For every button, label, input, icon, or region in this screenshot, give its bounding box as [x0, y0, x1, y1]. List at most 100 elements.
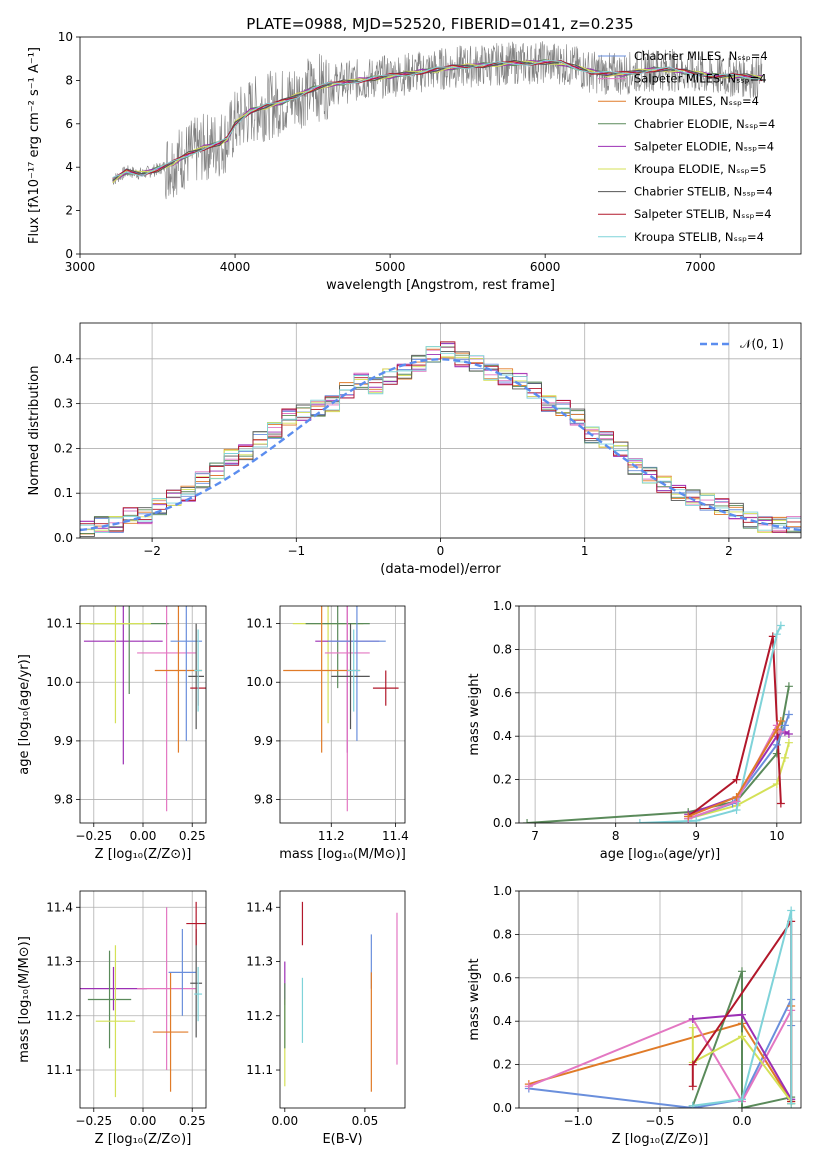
y-tick-label: 0.4 [54, 352, 73, 366]
weight-marker [780, 721, 789, 730]
weight-marker [772, 740, 781, 749]
weight-marker [776, 727, 785, 736]
weight-marker [732, 792, 741, 801]
y-tick-label: 0.2 [493, 1058, 512, 1072]
error-bar-point [347, 629, 361, 712]
error-bar-point [324, 606, 370, 812]
weight-marker [737, 967, 746, 976]
y-tick-label: 0.6 [493, 971, 512, 985]
y-tick-label: 11.3 [46, 955, 73, 969]
weight-marker [688, 1082, 697, 1091]
x-tick-label: 10 [769, 829, 784, 843]
y-tick-label: 11.4 [46, 900, 73, 914]
weight-marker [784, 682, 793, 691]
y-tick-label: 10.1 [246, 617, 273, 631]
x-axis-label: age [log₁₀(age/yr)] [600, 847, 721, 862]
error-bar-point [186, 901, 206, 946]
error-bar-point [95, 945, 136, 1098]
y-tick-label: 10.0 [246, 675, 273, 689]
y-tick-label: 2 [65, 204, 73, 218]
error-bar-point [194, 629, 203, 712]
x-tick-label: 11.2 [318, 829, 345, 843]
weight-marker [772, 630, 781, 639]
weight-marker [732, 775, 741, 784]
y-tick-label: 4 [65, 160, 73, 174]
axes-frame [518, 890, 802, 1109]
legend-label: Kroupa MILES, Nₛₛₚ=4 [634, 94, 759, 108]
legend-label: Salpeter MILES, Nₛₛₚ=4 [634, 72, 767, 86]
y-tick-label: 6 [65, 117, 73, 131]
y-tick-label: 10 [58, 30, 73, 44]
y-tick-label: 0.4 [493, 1014, 512, 1028]
y-tick-label: 11.1 [46, 1063, 73, 1077]
y-tick-label: 0.8 [493, 642, 512, 656]
axes-frame [79, 322, 802, 539]
error-bar-point [331, 623, 370, 730]
panel-6: −0.25 0.00 0.25 11.1 11.2 11.3 11.4 Z [log₁₀(Z/… [17, 890, 207, 1147]
weight-marker [692, 816, 701, 823]
legend-label: 𝒩(0, 1) [740, 337, 784, 351]
weight-marker [635, 819, 644, 823]
legend-label: Salpeter ELODIE, Nₛₛₚ=4 [634, 139, 774, 153]
x-axis-label: wavelength [Angstrom, rest frame] [326, 278, 555, 293]
y-tick-label: 0.3 [54, 397, 73, 411]
x-tick-label: −0.25 [75, 829, 112, 843]
residual-histogram [80, 346, 801, 533]
y-tick-label: 9.9 [54, 734, 73, 748]
weight-marker [737, 1095, 746, 1104]
x-tick-label: 11.4 [382, 829, 409, 843]
y-tick-label: 0.4 [493, 729, 512, 743]
legend-label: Chabrier MILES, Nₛₛₚ=4 [634, 49, 768, 63]
x-tick-label: 0 [437, 544, 445, 558]
weight-marker [523, 819, 532, 823]
weight-marker [776, 799, 785, 808]
plot-area [523, 621, 793, 823]
x-tick-label: 0.25 [179, 1114, 206, 1128]
x-tick-label: 8 [612, 829, 620, 843]
gaussian-curve [80, 358, 801, 532]
y-tick-label: 0.0 [493, 816, 512, 830]
weight-marker [776, 717, 785, 726]
weight-marker [688, 1015, 697, 1024]
weight-marker [737, 1010, 746, 1019]
y-tick-label: 11.1 [246, 1063, 273, 1077]
weight-marker [688, 1060, 697, 1069]
y-tick-label: 11.2 [46, 1009, 73, 1023]
weight-marker [787, 906, 796, 915]
legend-label: Kroupa STELIB, Nₛₛₚ=4 [634, 230, 764, 244]
weight-series [687, 636, 782, 818]
y-tick-label: 1.0 [493, 884, 512, 898]
y-axis-label: mass weight [467, 673, 482, 755]
error-bar-point [137, 907, 197, 1071]
weight-marker [784, 738, 793, 747]
x-tick-label: 4000 [220, 260, 251, 274]
x-tick-label: 7 [531, 829, 539, 843]
axes-frame [79, 36, 802, 255]
x-tick-label: 0.00 [271, 1114, 298, 1128]
axes-frame [279, 890, 406, 1109]
weight-marker [776, 621, 785, 630]
plot-area [112, 41, 763, 200]
panel-8: −1.0 −0.5 0.0 0.0 0.2 0.4 0.6 0.8 1.0 Z [log₁₀(Z/… [467, 884, 802, 1147]
panel-7: 0.00 0.05 11.1 11.2 11.3 11.4 E(B-V) [246, 890, 406, 1147]
model-line [112, 59, 763, 179]
y-tick-label: 1.0 [493, 599, 512, 613]
x-tick-label: 7000 [685, 260, 716, 274]
legend-label: Salpeter STELIB, Nₛₛₚ=4 [634, 207, 772, 221]
y-tick-label: 0 [65, 247, 73, 261]
weight-marker [784, 730, 793, 739]
y-tick-label: 0.0 [493, 1101, 512, 1115]
x-tick-label: 6000 [530, 260, 561, 274]
weight-marker [688, 1023, 697, 1032]
weight-marker [688, 1101, 697, 1108]
chart-title: PLATE=0988, MJD=52520, FIBERID=0141, z=0… [246, 15, 633, 33]
y-tick-label: 11.3 [246, 955, 273, 969]
weight-marker [780, 753, 789, 762]
error-bar-point [194, 966, 203, 1022]
panel-3: −0.25 0.00 0.25 9.8 9.9 10.0 10.1 Z [log₁₀(Z/Z⊙… [17, 605, 207, 862]
weight-series [692, 910, 793, 1107]
plot-area [80, 341, 801, 537]
axes-frame [79, 890, 207, 1109]
weight-marker [784, 710, 793, 719]
